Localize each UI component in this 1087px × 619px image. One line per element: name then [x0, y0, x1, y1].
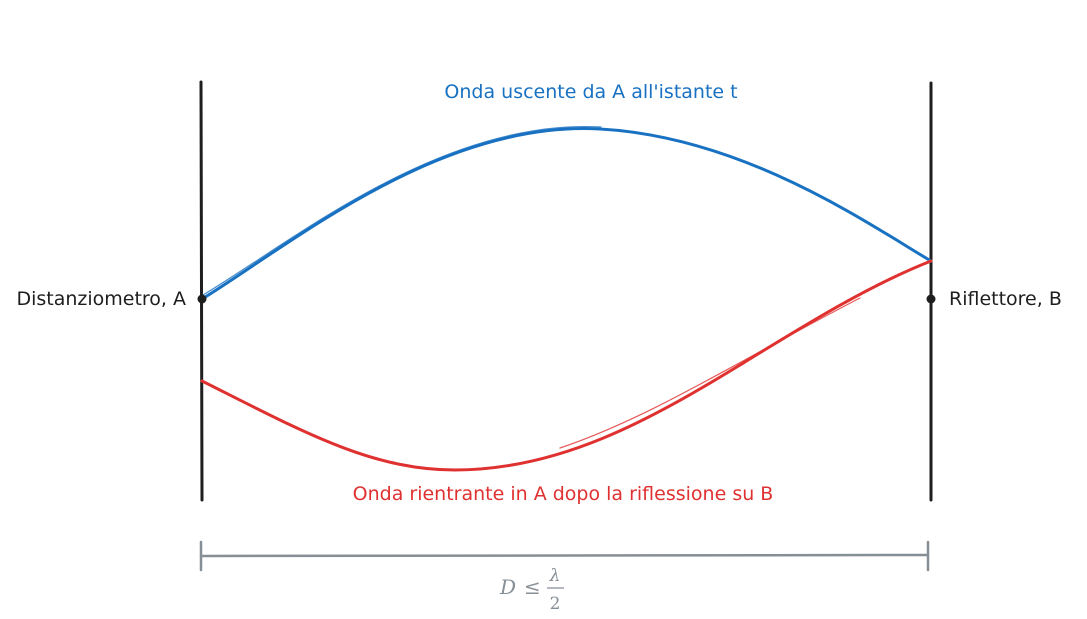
outgoing-wave-curve-sketch	[202, 125, 602, 296]
distance-denominator: 2	[550, 594, 561, 614]
distance-symbol: D	[499, 575, 516, 599]
distance-formula: D ≤ λ 2	[499, 566, 564, 614]
left-endpoint-label: Distanziometro, A	[16, 288, 186, 310]
distance-dimension-line	[199, 553, 930, 558]
left-boundary-line	[199, 80, 204, 502]
returning-wave-curve	[200, 259, 933, 472]
endpoint-a-dot	[197, 294, 207, 304]
right-endpoint-label: Riflettore, B	[949, 288, 1062, 310]
outgoing-wave-curve	[200, 127, 933, 301]
returning-wave-curve-sketch	[559, 297, 861, 449]
distance-numerator: λ	[549, 566, 561, 586]
distance-relation: ≤	[524, 575, 541, 599]
returning-wave-label: Onda rientrante in A dopo la riflessione…	[353, 483, 774, 505]
outgoing-wave-label: Onda uscente da A all'istante t	[444, 81, 737, 103]
endpoint-b-dot	[926, 294, 936, 304]
